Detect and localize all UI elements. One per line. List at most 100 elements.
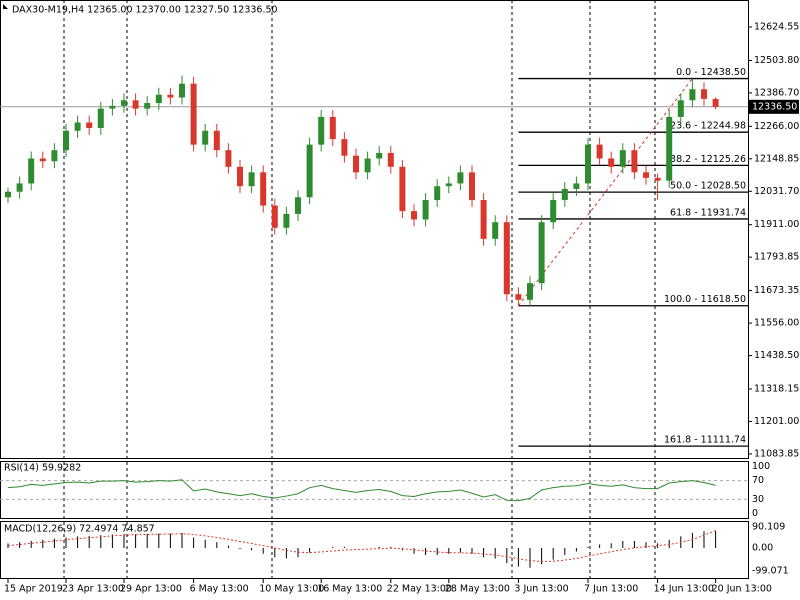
macd-title: MACD(12,26,9) 72.4974 74.857 [4, 524, 155, 535]
chart-title: DAX30-M19,H4 12365.00 12370.00 12327.50 … [12, 5, 278, 16]
candle-body [689, 89, 696, 101]
candle-body [39, 158, 46, 162]
rsi-line [7, 479, 716, 502]
x-tick-label: 15 Apr 2019 [4, 584, 63, 595]
x-tick-label: 10 May 13:00 [259, 584, 324, 595]
candle-body [318, 116, 325, 145]
candle-body [573, 183, 580, 189]
candle-body [538, 222, 545, 284]
x-tick-label: 22 May 13:00 [387, 584, 452, 595]
macd-tick-label: 90.109 [752, 522, 785, 533]
rsi-panel [0, 461, 749, 519]
y-tick-label: 12266.00 [754, 121, 799, 132]
y-tick-label: 11201.00 [754, 416, 799, 427]
candle-body [411, 211, 417, 220]
x-tick-label: 3 Jun 13:00 [514, 584, 568, 595]
x-tick-label: 14 Jun 13:00 [654, 584, 714, 595]
candle-body [434, 186, 441, 201]
candle-body [596, 144, 603, 159]
candle-body [608, 158, 615, 167]
candle-body [631, 150, 638, 173]
y-tick-label: 12503.80 [754, 55, 799, 66]
candle-body [643, 172, 649, 178]
candle-body [585, 144, 591, 184]
rsi-tick-label: 0 [752, 508, 758, 519]
candle-body [329, 116, 336, 140]
candle-body [515, 294, 522, 300]
y-tick-label: 11083.85 [754, 448, 799, 459]
candle-body [353, 155, 359, 173]
candle-body [480, 200, 487, 239]
candle-body [492, 222, 499, 239]
x-tick-label: 29 Apr 13:00 [120, 584, 182, 595]
fib-label: 23.6 - 12244.98 [670, 121, 746, 132]
candle-body [132, 100, 139, 109]
fib-label: 0.0 - 12438.50 [676, 67, 746, 78]
candle-body [167, 94, 174, 98]
candle-body [677, 100, 684, 117]
bid-box [749, 99, 799, 114]
candle-body [283, 213, 290, 228]
macd-signal [7, 530, 716, 562]
fib-label: 38.2 - 12125.26 [670, 154, 746, 165]
candle-body [97, 108, 104, 129]
candle-body [260, 172, 267, 206]
bid-label: 12336.50 [752, 101, 797, 112]
candle-body [121, 100, 127, 106]
fib-label: 50.0 - 12028.50 [670, 181, 746, 192]
macd-tick-label: 0.00 [752, 542, 773, 553]
candle-body [445, 183, 452, 187]
x-tick-label: 28 May 13:00 [445, 584, 510, 595]
candle-body [561, 188, 568, 201]
candle-body [179, 83, 185, 98]
candle-body [225, 150, 232, 167]
candle-body [63, 130, 69, 151]
y-tick-label: 12386.70 [754, 87, 799, 98]
candle-body [701, 89, 707, 99]
candle-body [16, 183, 23, 192]
candle-body [364, 158, 371, 173]
candle-body [387, 152, 394, 167]
candle-body [712, 98, 719, 107]
title-icon [3, 4, 8, 9]
x-tick-label: 16 May 13:00 [317, 584, 382, 595]
fib-label: 100.0 - 11618.50 [664, 294, 746, 305]
candle-body [213, 130, 220, 151]
candle-body [457, 172, 464, 184]
y-tick-label: 11911.00 [754, 219, 799, 230]
candle-body [654, 177, 661, 181]
candle-body [190, 83, 197, 145]
candle-body [550, 200, 557, 223]
candle-body [51, 150, 58, 162]
candle-body [527, 283, 533, 300]
rsi-tick-label: 30 [752, 494, 764, 505]
candle-body [109, 105, 116, 109]
x-tick-label: 20 Jun 13:00 [712, 584, 772, 595]
y-tick-label: 12031.70 [754, 186, 799, 197]
candle-body [422, 200, 429, 220]
candle-body [237, 166, 243, 187]
y-tick-label: 11556.00 [754, 318, 799, 329]
y-tick-label: 11673.35 [754, 285, 799, 296]
fib-label: 161.8 - 11111.74 [664, 435, 746, 446]
macd-panel [0, 521, 749, 579]
separators [63, 0, 656, 579]
rsi-title: RSI(14) 59.9282 [4, 463, 81, 474]
candle-body [271, 205, 278, 228]
candle-body [469, 172, 475, 201]
x-tick-label: 7 Jun 13:00 [584, 584, 638, 595]
candle-body [306, 144, 313, 198]
macd-tick-label: -99.071 [752, 566, 789, 577]
rsi-tick-label: 70 [752, 475, 764, 486]
fib-label: 61.8 - 11931.74 [670, 207, 746, 218]
x-tick-label: 6 May 13:00 [190, 584, 249, 595]
candle-body [399, 166, 406, 212]
candle-body [619, 150, 626, 167]
y-tick-label: 12148.85 [754, 153, 799, 164]
candle-body [28, 158, 35, 184]
candle-body [202, 130, 209, 145]
rsi-tick-label: 100 [752, 461, 770, 472]
y-tick-label: 11438.50 [754, 350, 799, 361]
candle-body [5, 191, 11, 198]
